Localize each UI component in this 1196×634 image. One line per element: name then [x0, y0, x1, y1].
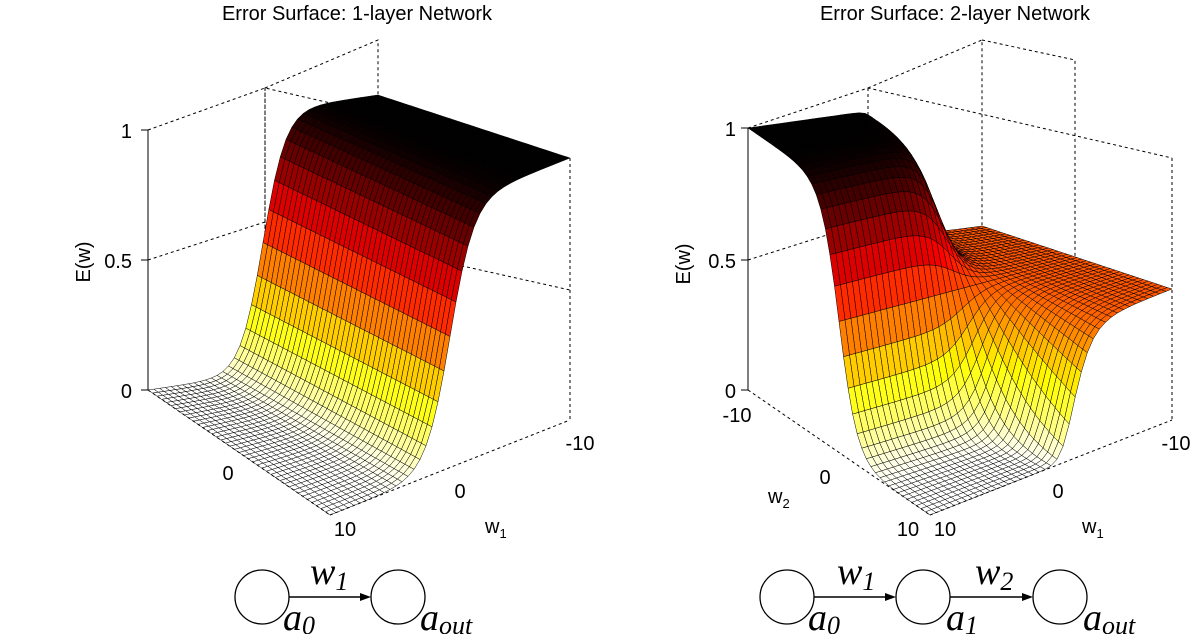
node-label-aout: aout [1083, 597, 1136, 634]
chart-1-surface [147, 94, 571, 516]
chart-2-ytick: 10 [897, 519, 919, 541]
chart-2-xtick: 0 [1052, 481, 1063, 503]
chart-2: Error Surface: 2-layer Network 1 0.5 0 E… [673, 3, 1190, 634]
node-label-a1: a1 [946, 597, 978, 634]
chart-1-xtick: 0 [454, 481, 465, 503]
chart-1-title: Error Surface: 1-layer Network [222, 3, 493, 25]
node-a0 [234, 569, 290, 625]
chart-2-xlabel: w1 [1081, 516, 1104, 541]
node-a0 [759, 569, 815, 625]
node-aout [370, 569, 426, 625]
node-label-a0: a0 [283, 597, 315, 634]
chart-2-xtick: 10 [934, 519, 956, 541]
chart-2-x-ticks: 10 0 -10 [934, 433, 1191, 541]
chart-1-xtick: -10 [566, 433, 595, 455]
chart-1-ztick: 0 [121, 381, 132, 403]
chart-2-ztick: 1 [725, 119, 736, 141]
chart-2-ztick: 0.5 [708, 251, 736, 273]
chart-1-ytick: 0 [222, 463, 233, 485]
network-diagram-2: w1 w2 a0 a1 aout [759, 551, 1136, 634]
chart-2-ztick: 0 [725, 381, 736, 403]
chart-1: Error Surface: 1-layer Network 1 0.5 0 E… [73, 3, 594, 634]
network-diagram-1: w1 a0 aout [234, 551, 473, 634]
chart-2-xtick: -10 [1162, 433, 1191, 455]
chart-1-xtick: 10 [334, 519, 356, 541]
node-aout [1032, 569, 1088, 625]
chart-2-y-ticks: -10 0 10 [723, 405, 920, 541]
chart-1-z-ticks: 1 0.5 0 [104, 121, 148, 403]
chart-1-xlabel: w1 [484, 516, 507, 541]
chart-1-x-ticks: 10 0 -10 [334, 433, 595, 541]
node-label-a0: a0 [808, 597, 840, 634]
chart-2-z-ticks: 1 0.5 0 [708, 119, 748, 403]
node-a1 [895, 569, 951, 625]
edge-label-w1: w1 [310, 551, 348, 596]
chart-2-box-front [747, 128, 1173, 516]
edge-label-w1: w1 [837, 551, 875, 596]
chart-2-surface [747, 112, 1173, 516]
chart-1-ztick: 0.5 [104, 251, 132, 273]
chart-2-ytick: -10 [723, 405, 752, 427]
chart-2-ylabel: w2 [767, 486, 790, 511]
chart-2-title: Error Surface: 2-layer Network [820, 3, 1091, 25]
node-label-aout: aout [420, 597, 473, 634]
chart-2-zlabel: E(w) [673, 243, 695, 284]
chart-1-zlabel: E(w) [73, 241, 95, 282]
edge-label-w2: w2 [975, 551, 1013, 596]
chart-1-ztick: 1 [121, 121, 132, 143]
chart-2-ytick: 0 [819, 467, 830, 489]
